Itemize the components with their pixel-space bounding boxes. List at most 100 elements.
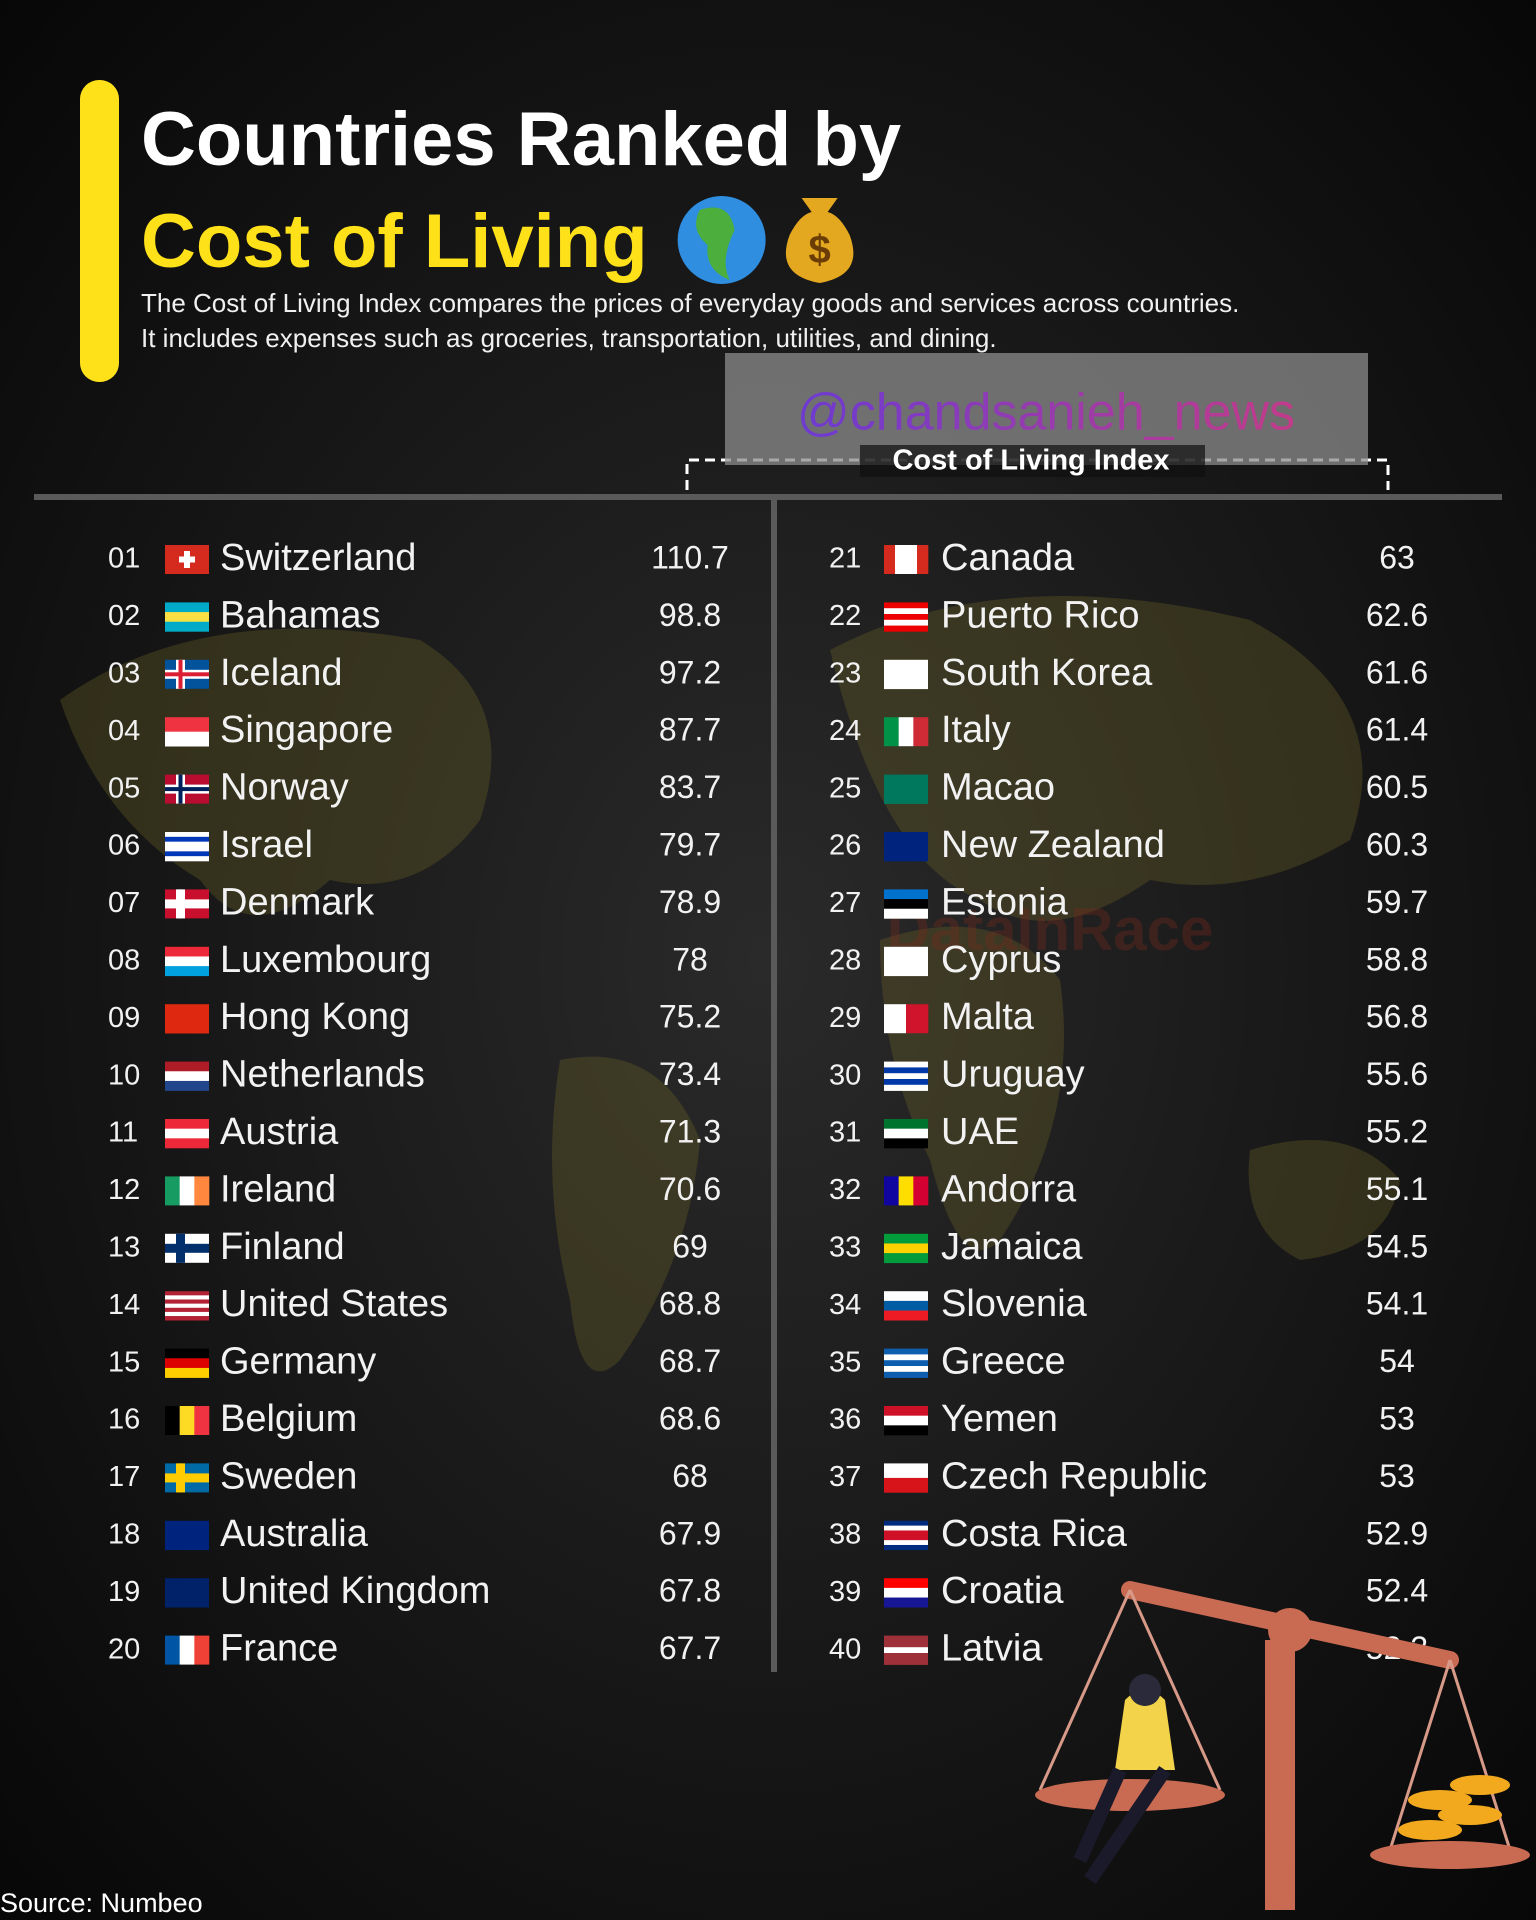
flag-stripe xyxy=(884,1233,928,1244)
index-value: 52.4 xyxy=(1366,1573,1428,1609)
flag-stripe xyxy=(884,1540,928,1546)
country-name: Luxembourg xyxy=(220,939,431,981)
flag-stripe xyxy=(884,946,928,977)
flag-stripe xyxy=(179,1176,195,1206)
flag-stripe xyxy=(884,1597,928,1608)
flag-stripe xyxy=(884,899,928,910)
index-value: 53 xyxy=(1379,1458,1415,1494)
flag xyxy=(165,659,209,689)
index-value: 98.8 xyxy=(659,597,721,633)
flag-stripe xyxy=(884,1310,928,1321)
brand-watermark: DataInRace xyxy=(887,896,1214,963)
rank: 26 xyxy=(829,830,861,862)
flag-stripe xyxy=(165,856,209,862)
flag-stripe xyxy=(165,1316,209,1321)
flag-stripe xyxy=(884,1415,928,1426)
flag xyxy=(884,774,928,804)
flag-stripe xyxy=(884,1253,928,1264)
flag-stripe xyxy=(165,1080,209,1091)
rank: 21 xyxy=(829,543,861,575)
flag xyxy=(165,602,209,632)
flag-stripe xyxy=(165,717,209,732)
flag-stripe xyxy=(165,621,209,632)
index-value: 73.4 xyxy=(659,1056,721,1092)
flag xyxy=(884,1119,928,1149)
scale-pan xyxy=(1035,1779,1225,1811)
index-value: 61.4 xyxy=(1366,712,1428,748)
table-top-rule xyxy=(34,494,1502,500)
flag-cross xyxy=(165,1475,209,1480)
country-name: Andorra xyxy=(941,1168,1077,1210)
rank: 32 xyxy=(829,1174,861,1206)
flag-stripe xyxy=(165,1004,209,1034)
country-name: Finland xyxy=(220,1226,345,1268)
flag-stripe xyxy=(898,1176,914,1206)
flag-stripe xyxy=(913,1176,929,1206)
coins xyxy=(1398,1775,1510,1840)
flag-stripe xyxy=(165,1128,209,1139)
flag-stripe xyxy=(165,1367,209,1378)
flag-stripe xyxy=(884,625,928,632)
flag-cross xyxy=(179,556,195,563)
table-row: 07 Denmark 78.9 xyxy=(108,881,721,923)
country-name: Austria xyxy=(220,1111,339,1153)
flag-stripe xyxy=(884,1641,928,1648)
flag xyxy=(884,602,928,632)
country-name: Uruguay xyxy=(941,1054,1085,1096)
table-row: 26 New Zealand 60.3 xyxy=(829,824,1428,866)
rank: 34 xyxy=(829,1289,861,1321)
rank: 10 xyxy=(108,1059,140,1091)
country-name: Costa Rica xyxy=(941,1513,1128,1555)
table-row: 29 Malta 56.8 xyxy=(829,996,1428,1038)
index-value: 55.1 xyxy=(1366,1171,1428,1207)
country-name: Hong Kong xyxy=(220,996,410,1038)
flag-stripe xyxy=(165,832,209,838)
scale-pan xyxy=(1370,1841,1530,1869)
flag-stripe xyxy=(884,774,928,804)
title-line2: Cost of Living xyxy=(141,199,648,284)
flag-stripe xyxy=(165,1299,209,1304)
flag-stripe xyxy=(884,1647,928,1654)
rank: 22 xyxy=(829,600,861,632)
flag-stripe xyxy=(165,1520,209,1551)
index-value: 56.8 xyxy=(1366,999,1428,1035)
index-value: 110.7 xyxy=(651,539,729,575)
rank: 27 xyxy=(829,887,861,919)
table-row: 23 South Korea 61.6 xyxy=(829,652,1428,694)
table-row: 39 Croatia 52.4 xyxy=(829,1570,1428,1612)
country-name: Australia xyxy=(220,1513,369,1555)
country-name: Malta xyxy=(941,996,1035,1038)
flag xyxy=(884,946,928,977)
flag-stripe xyxy=(884,619,928,626)
flag-cross xyxy=(165,672,209,677)
table-row: 38 Costa Rica 52.9 xyxy=(829,1513,1428,1555)
country-name: Canada xyxy=(941,537,1075,579)
index-value: 55.6 xyxy=(1366,1056,1428,1092)
flag-stripe xyxy=(165,836,209,842)
table-row: 20 France 67.7 xyxy=(108,1628,721,1670)
flag xyxy=(165,1520,209,1551)
flag-stripe xyxy=(884,1348,928,1355)
flag-stripe xyxy=(884,1176,899,1206)
flag xyxy=(165,1406,210,1435)
rank: 36 xyxy=(829,1404,861,1436)
index-value: 69 xyxy=(672,1228,708,1264)
flag xyxy=(884,1348,928,1378)
table-row: 01 Switzerland 110.7 xyxy=(108,537,729,579)
scale-illustration xyxy=(1035,1581,1530,1910)
flag-stripe xyxy=(165,1303,209,1309)
index-value: 54.5 xyxy=(1366,1228,1428,1264)
country-name: Netherlands xyxy=(220,1054,425,1096)
country-name: South Korea xyxy=(941,652,1153,694)
rank: 33 xyxy=(829,1231,861,1263)
flag-stripe xyxy=(165,602,209,613)
flag-stripe xyxy=(884,1128,928,1139)
flag-stripe xyxy=(884,1291,928,1302)
flag-stripe xyxy=(165,1138,209,1149)
flag xyxy=(884,1578,928,1608)
flag-stripe xyxy=(906,545,918,574)
table-row: 22 Puerto Rico 62.6 xyxy=(829,594,1428,636)
column-divider xyxy=(771,500,777,1672)
rank: 31 xyxy=(829,1117,861,1149)
rank: 29 xyxy=(829,1002,861,1034)
